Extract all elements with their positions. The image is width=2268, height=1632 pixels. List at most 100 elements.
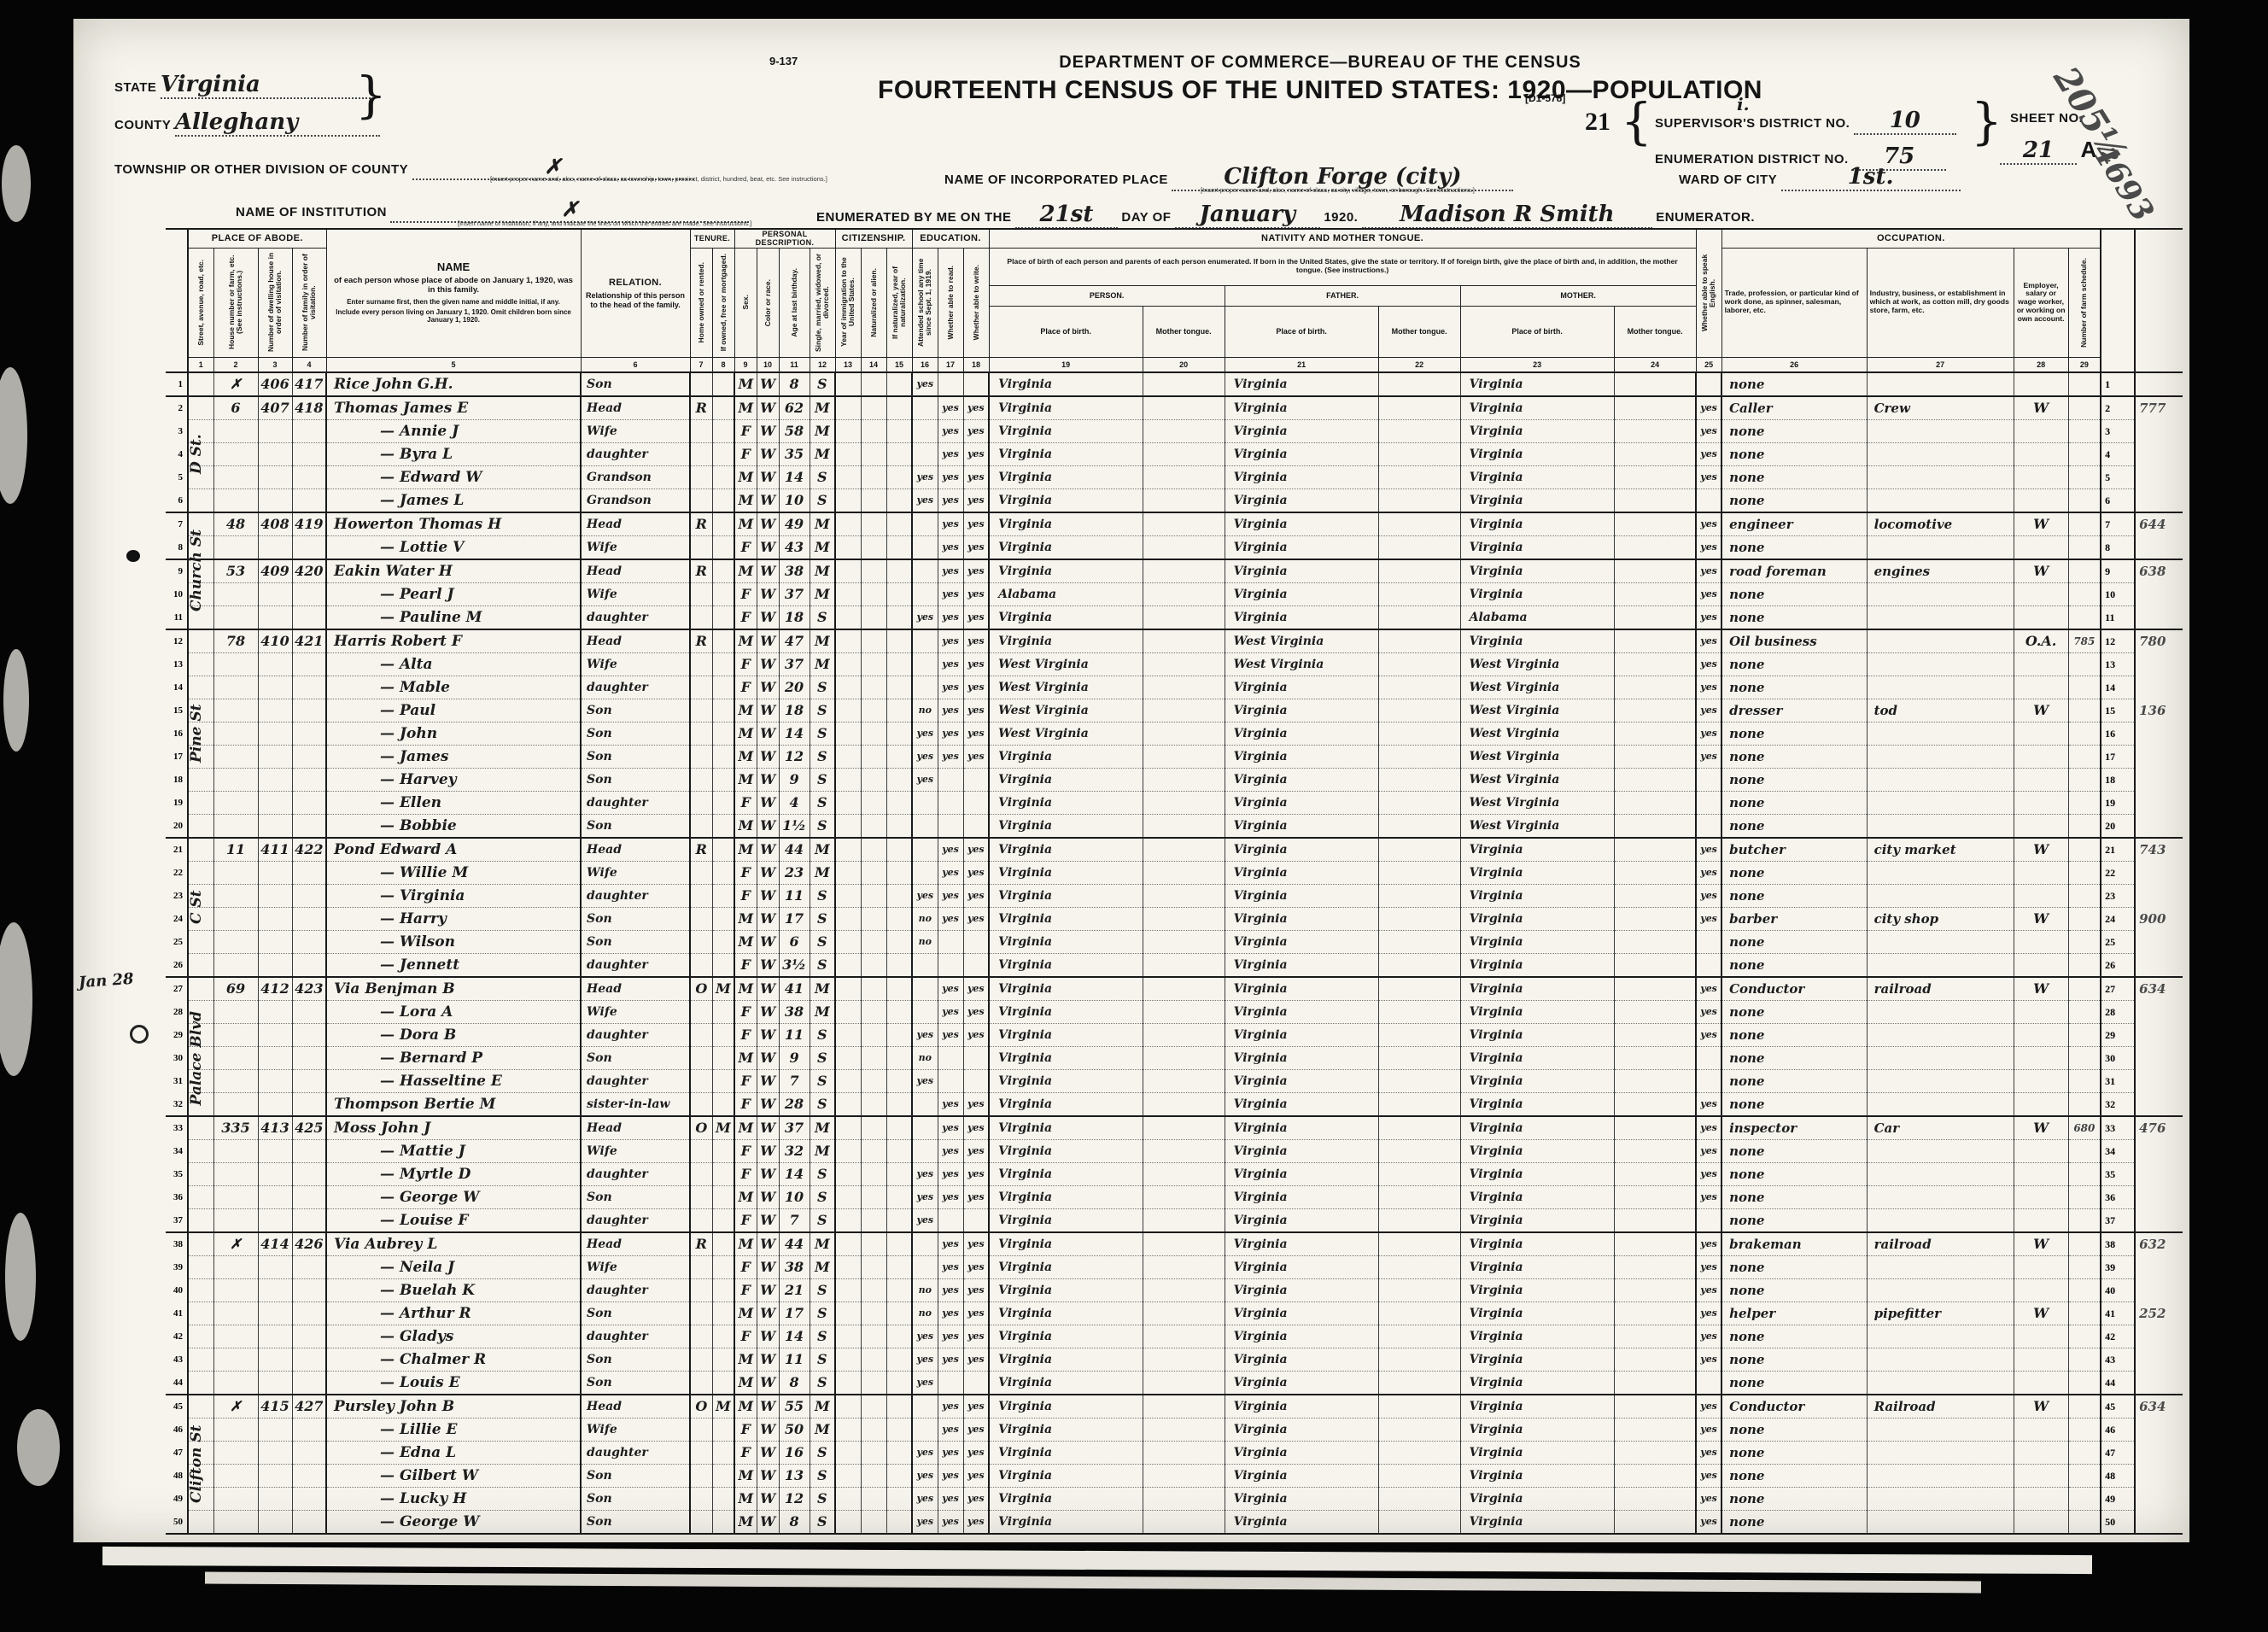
- cell-attended-school: yes: [912, 465, 938, 490]
- cell-house-number: [213, 745, 259, 769]
- cell-attended-school: [912, 1139, 938, 1164]
- paper-stack-edge: [102, 1546, 2093, 1575]
- census-title: FOURTEENTH CENSUS OF THE UNITED STATES: …: [878, 76, 1762, 104]
- cell-mother-birthplace: Virginia: [1460, 1418, 1615, 1442]
- cell-industry: [1867, 582, 2014, 607]
- cell-naturalized: [861, 722, 887, 746]
- cell-age: 14: [779, 722, 810, 746]
- cell-birthplace: Virginia: [989, 1487, 1143, 1512]
- cell-immigration: [835, 582, 862, 607]
- cell-tenure: [690, 1046, 713, 1071]
- left-line-col: [166, 227, 189, 373]
- paper-stack-edge: [204, 1571, 1982, 1594]
- cell-mother-tongue2: [1614, 1302, 1698, 1326]
- cell-dwelling-number: [258, 1046, 293, 1071]
- cell-house-number: 78: [213, 629, 259, 654]
- margin-note: 638: [2135, 559, 2183, 583]
- cell-name: — Hasseltine E: [326, 1069, 582, 1094]
- line-number-right: 41: [2100, 1302, 2136, 1326]
- cell-house-number: [213, 930, 259, 955]
- cell-can-read: yes: [938, 861, 964, 886]
- cell-father-tongue: [1378, 930, 1461, 955]
- margin-note: [2135, 1047, 2183, 1070]
- cell-immigration: [835, 699, 862, 723]
- cell-age: 44: [779, 1231, 810, 1257]
- cell-relation: Son: [581, 745, 692, 769]
- cell-farm-schedule: [2068, 1185, 2102, 1210]
- cell-can-read: [938, 1069, 964, 1094]
- cell-mother-tongue: [1143, 1418, 1225, 1442]
- margin-note: 632: [2135, 1231, 2183, 1256]
- cell-street: [188, 582, 214, 607]
- cell-naturalized: [861, 1418, 887, 1442]
- cell-street: [188, 1487, 214, 1512]
- line-number-left: 29: [166, 1023, 189, 1047]
- cell-speaks-english: yes: [1696, 395, 1723, 421]
- cell-mortgage: [712, 1464, 736, 1489]
- margin-note: [2135, 1442, 2183, 1465]
- cell-birthplace: Virginia: [989, 419, 1143, 444]
- cell-industry: [1867, 419, 2014, 444]
- cell-mother-birthplace: Virginia: [1460, 465, 1615, 490]
- cell-can-write: yes: [963, 605, 991, 630]
- cell-age: 14: [779, 1325, 810, 1349]
- cell-mother-tongue: [1143, 1069, 1225, 1094]
- cell-industry: [1867, 1441, 2014, 1465]
- cell-industry: [1867, 768, 2014, 793]
- cell-birthplace: Alabama: [989, 582, 1143, 607]
- line-number-left: 45: [166, 1394, 189, 1418]
- cell-marital: S: [810, 1185, 837, 1210]
- cell-father-tongue: [1378, 488, 1461, 513]
- line-number-left: 43: [166, 1348, 189, 1372]
- cell-naturalized: [861, 419, 887, 444]
- cell-can-read: [938, 1208, 964, 1233]
- cell-naturalization-year: [886, 582, 914, 607]
- cell-race: W: [757, 791, 780, 816]
- cell-sex: M: [734, 1510, 757, 1535]
- cell-attended-school: yes: [912, 1487, 938, 1512]
- cell-father-tongue: [1378, 884, 1461, 909]
- cell-can-write: yes: [963, 907, 991, 932]
- cell-mother-tongue2: [1614, 395, 1698, 421]
- line-number-right: 18: [2100, 768, 2136, 793]
- cell-street: [188, 1139, 214, 1164]
- line-number-right: 6: [2100, 488, 2136, 513]
- cell-dwelling-number: [258, 419, 293, 444]
- cell-farm-schedule: [2068, 395, 2102, 421]
- cell-immigration: [835, 1185, 862, 1210]
- cell-sex: F: [734, 652, 757, 677]
- margin-note: [2135, 1372, 2183, 1395]
- margin-note: [2135, 1163, 2183, 1186]
- cell-dwelling-number: [258, 652, 293, 677]
- line-number-right: 46: [2100, 1418, 2136, 1442]
- cell-occupation: none: [1721, 1023, 1868, 1048]
- cell-name: — Buelah K: [326, 1278, 582, 1303]
- cell-family-number: [292, 768, 328, 793]
- group-occupation: OCCUPATION.: [1721, 227, 2101, 249]
- cell-mother-birthplace: Virginia: [1460, 1487, 1615, 1512]
- cell-naturalized: [861, 1464, 887, 1489]
- cell-mother-tongue: [1143, 884, 1225, 909]
- cell-sex: M: [734, 768, 757, 793]
- cell-sex: M: [734, 699, 757, 723]
- cell-industry: railroad: [1867, 976, 2014, 1002]
- cell-family-number: [292, 1139, 328, 1164]
- col-number-18: 18: [962, 356, 990, 373]
- cell-age: 17: [779, 907, 810, 932]
- line-number-left: 25: [166, 930, 189, 954]
- cell-relation: Wife: [581, 1139, 692, 1164]
- cell-family-number: [292, 1185, 328, 1210]
- cell-sex: F: [734, 1092, 757, 1117]
- line-number-left: 5: [166, 465, 189, 489]
- cell-speaks-english: yes: [1696, 442, 1723, 467]
- cell-house-number: 69: [213, 976, 259, 1002]
- cell-naturalization-year: [886, 419, 914, 444]
- cell-father-birthplace: Virginia: [1225, 1278, 1379, 1303]
- cell-employment-class: [2014, 1371, 2069, 1395]
- cell-relation: Grandson: [581, 488, 692, 513]
- cell-age: 62: [779, 395, 810, 421]
- cell-farm-schedule: [2068, 745, 2102, 769]
